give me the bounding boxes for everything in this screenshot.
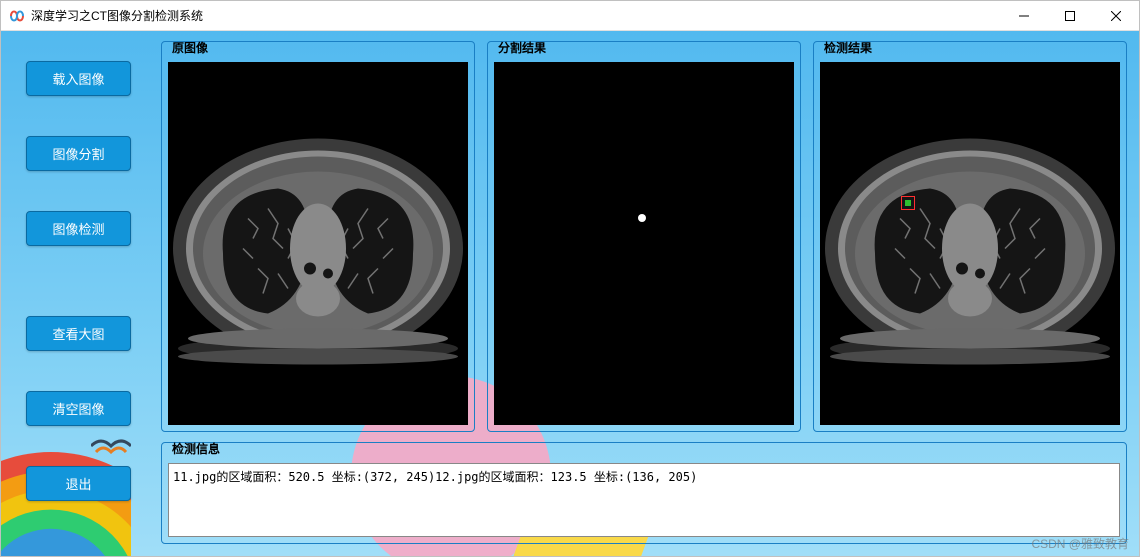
detect-image-button[interactable]: 图像检测 [26,211,131,246]
minimize-button[interactable] [1001,1,1047,30]
content-area: 载入图像 图像分割 图像检测 查看大图 清空图像 退出 原图像 [1,31,1139,556]
segmentation-panel: 分割结果 [487,41,801,432]
segmentation-title: 分割结果 [496,37,548,58]
main-panel: 原图像 [161,41,1127,544]
detection-bbox [901,196,915,210]
ct-scan-detection [820,62,1120,425]
load-image-button[interactable]: 载入图像 [26,61,131,96]
segment-image-button[interactable]: 图像分割 [26,136,131,171]
watermark: CSDN @雅致教育 [1031,535,1129,552]
app-icon [9,8,25,24]
detection-panel: 检测结果 [813,41,1127,432]
window-title: 深度学习之CT图像分割检测系统 [31,7,1001,24]
images-row: 原图像 [161,41,1127,432]
segmentation-region [638,214,646,222]
original-image [168,62,468,425]
original-image-panel: 原图像 [161,41,475,432]
view-large-button[interactable]: 查看大图 [26,316,131,351]
ct-scan-original [168,62,468,425]
exit-button[interactable]: 退出 [26,466,131,501]
info-textarea[interactable] [168,463,1120,537]
titlebar: 深度学习之CT图像分割检测系统 [1,1,1139,31]
maximize-button[interactable] [1047,1,1093,30]
app-window: 深度学习之CT图像分割检测系统 [0,0,1140,557]
info-title: 检测信息 [170,438,222,459]
sidebar: 载入图像 图像分割 图像检测 查看大图 清空图像 退出 [26,61,131,501]
original-image-title: 原图像 [170,37,210,58]
info-panel: 检测信息 [161,442,1127,544]
detection-title: 检测结果 [822,37,874,58]
detection-image [820,62,1120,425]
close-button[interactable] [1093,1,1139,30]
window-controls [1001,1,1139,30]
clear-image-button[interactable]: 清空图像 [26,391,131,426]
segmentation-image [494,62,794,425]
